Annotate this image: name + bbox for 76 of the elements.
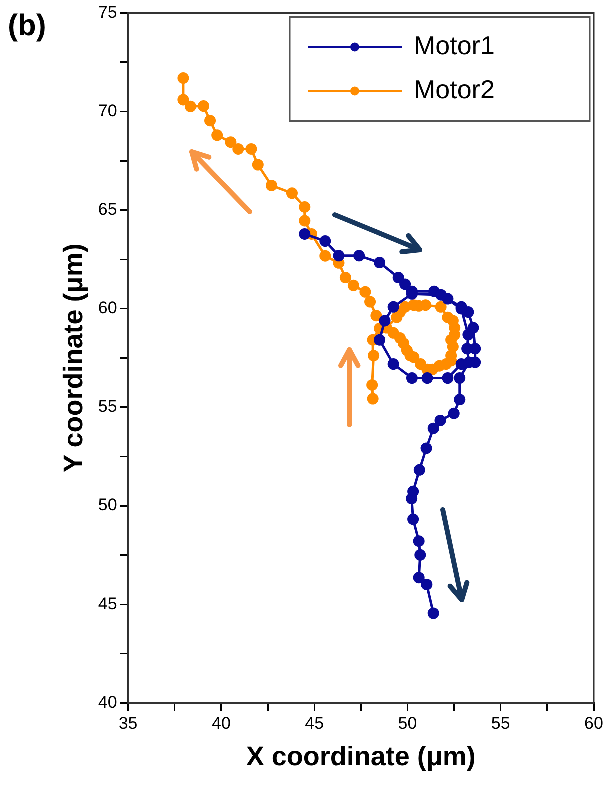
point — [178, 72, 190, 84]
point — [178, 94, 190, 106]
point — [462, 329, 474, 341]
y-tick-label: 70 — [98, 101, 118, 120]
point — [400, 278, 412, 290]
x-tick-label: 55 — [491, 714, 510, 734]
point — [442, 372, 454, 384]
point — [379, 315, 391, 327]
y-axis-title: Y coordinate (μm) — [58, 244, 89, 473]
point — [367, 393, 379, 405]
point — [436, 289, 448, 301]
point — [413, 572, 425, 584]
point — [320, 250, 332, 262]
point — [414, 549, 426, 561]
point — [364, 296, 376, 308]
point — [299, 201, 311, 213]
point — [408, 514, 420, 526]
point — [392, 272, 404, 284]
point — [212, 130, 224, 142]
point — [184, 100, 196, 112]
point — [408, 352, 420, 364]
x-tick-label: 40 — [212, 714, 231, 734]
point — [266, 180, 278, 192]
y-tick-label: 45 — [98, 594, 118, 614]
point — [299, 228, 311, 240]
point — [413, 536, 425, 548]
point — [435, 301, 447, 313]
y-tick-label: 75 — [98, 2, 118, 22]
point — [421, 578, 433, 590]
point — [368, 350, 380, 362]
point — [388, 301, 400, 313]
point — [374, 334, 386, 346]
point — [360, 286, 372, 298]
point — [374, 257, 386, 269]
x-tick-label: 45 — [305, 714, 324, 734]
point — [428, 608, 440, 620]
x-axis-title: X coordinate (μm) — [246, 741, 476, 772]
point — [204, 115, 216, 127]
point — [232, 143, 244, 155]
legend-label: Motor2 — [414, 74, 495, 104]
point — [434, 414, 446, 426]
point — [286, 188, 298, 200]
point — [320, 236, 332, 248]
point — [348, 280, 360, 292]
point — [454, 394, 466, 406]
y-tick-label: 65 — [98, 200, 118, 220]
point — [454, 372, 466, 384]
point — [252, 159, 264, 171]
x-tick-label: 60 — [584, 714, 604, 734]
point — [333, 250, 345, 262]
x-tick-label: 35 — [118, 714, 138, 734]
y-tick-label: 55 — [98, 397, 118, 416]
point — [406, 372, 418, 384]
point — [388, 358, 400, 370]
point — [366, 379, 378, 391]
y-tick-label: 40 — [98, 692, 118, 712]
point — [414, 464, 426, 476]
point — [340, 272, 352, 284]
point — [428, 422, 440, 434]
point — [422, 372, 434, 384]
text: (b) — [8, 9, 46, 42]
legend-label: Motor1 — [414, 30, 495, 60]
point — [391, 312, 403, 324]
y-tick-label: 50 — [98, 496, 118, 515]
point — [420, 442, 432, 454]
point — [448, 408, 460, 420]
point — [246, 143, 258, 155]
point — [354, 250, 366, 262]
point — [442, 312, 454, 324]
point — [370, 310, 382, 322]
x-tick-label: 50 — [398, 714, 418, 734]
point — [299, 215, 311, 227]
y-tick-label: 60 — [98, 298, 118, 318]
point — [406, 493, 418, 505]
point — [198, 100, 210, 112]
point — [225, 136, 237, 148]
